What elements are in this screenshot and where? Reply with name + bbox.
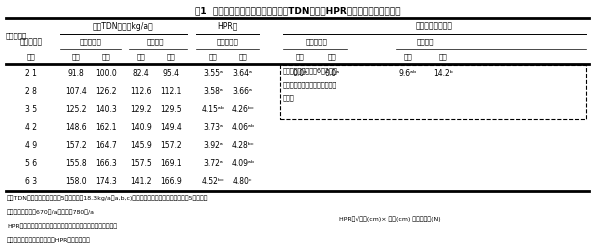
Text: 2 1: 2 1 [25, 69, 37, 78]
Text: 82.4: 82.4 [133, 69, 149, 78]
Text: セシリア: セシリア [147, 38, 165, 45]
Text: 112.1: 112.1 [160, 87, 181, 96]
Text: 4.52ᵇᶜ: 4.52ᵇᶜ [202, 177, 224, 186]
Text: 3.66ᵃ: 3.66ᵃ [233, 87, 253, 96]
Text: 166.9: 166.9 [160, 177, 181, 186]
Text: 標準: 標準 [72, 54, 80, 60]
Text: 95.4: 95.4 [162, 69, 179, 78]
Text: ゆめちから: ゆめちから [305, 38, 327, 45]
Text: 密植: 密植 [239, 54, 247, 60]
Text: 標準: 標準 [296, 54, 305, 60]
Text: 日数: 日数 [27, 54, 35, 60]
Text: 100.0: 100.0 [95, 69, 117, 78]
Text: 4.15ᵃᵇ: 4.15ᵃᵇ [202, 105, 224, 114]
Text: HPR＝√稈長(cm)× 穂高(cm) ／引倒し力(N): HPR＝√稈長(cm)× 穂高(cm) ／引倒し力(N) [339, 216, 441, 222]
Text: HPR値：耐倒伏性評価値，数値が小さいほど耐倒伏性が強い，: HPR値：耐倒伏性評価値，数値が小さいほど耐倒伏性が強い， [7, 224, 117, 229]
Text: 標準: 標準 [137, 54, 145, 60]
Text: ゆめちから: ゆめちから [80, 38, 102, 45]
Text: 169.1: 169.1 [160, 159, 181, 168]
Text: 9.6ᵃᵇ: 9.6ᵃᵇ [399, 69, 416, 78]
Text: 14.2ᵇ: 14.2ᵇ [433, 69, 453, 78]
Text: 「セシリア」は倒伏したためHPR値の調査なし: 「セシリア」は倒伏したためHPR値の調査なし [7, 238, 91, 243]
Text: 4.06ᵃᵇ: 4.06ᵃᵇ [231, 123, 255, 132]
Text: 密植: 密植 [102, 54, 110, 60]
Text: 密植: 密植 [439, 54, 447, 60]
Text: はなし: はなし [283, 94, 295, 101]
Text: 157.2: 157.2 [160, 141, 181, 150]
Text: 倒伏個体率（％）: 倒伏個体率（％） [416, 22, 453, 31]
Text: 3 5: 3 5 [25, 105, 37, 114]
Text: 129.5: 129.5 [160, 105, 181, 114]
Text: 3.58ᵃ: 3.58ᵃ [203, 87, 223, 96]
Text: 3.55ᵃ: 3.55ᵃ [203, 69, 223, 78]
Text: 4.28ᵇᶜ: 4.28ᵇᶜ [231, 141, 254, 150]
Text: に発生し調査した．以降の倒伏: に発生し調査した．以降の倒伏 [283, 81, 337, 88]
Text: 5 6: 5 6 [25, 159, 37, 168]
Text: 174.3: 174.3 [95, 177, 117, 186]
Text: 158.0: 158.0 [65, 177, 87, 186]
Text: 157.5: 157.5 [130, 159, 152, 168]
Text: セシリア: セシリア [416, 38, 434, 45]
Text: 標準: 標準 [403, 54, 412, 60]
Text: 推定TDN収量（kg/a）: 推定TDN収量（kg/a） [93, 22, 154, 31]
Text: 密植: 密植 [328, 54, 336, 60]
Text: 標準: 標準 [209, 54, 217, 60]
Text: 164.7: 164.7 [95, 141, 117, 150]
Text: 107.4: 107.4 [65, 87, 87, 96]
Text: 148.6: 148.6 [65, 123, 87, 132]
Text: 140.9: 140.9 [130, 123, 152, 132]
Text: 密植: 密植 [167, 54, 175, 60]
Text: 126.2: 126.2 [95, 87, 117, 96]
Text: 0.0ᵃ: 0.0ᵃ [293, 69, 308, 78]
Text: 157.2: 157.2 [65, 141, 87, 150]
Text: 125.2: 125.2 [65, 105, 87, 114]
Text: 表1  密植栽培での収穫日による推定TDN収量，HPR値の変化と倒伏個体率: 表1 密植栽培での収穫日による推定TDN収量，HPR値の変化と倒伏個体率 [195, 6, 400, 15]
Text: 112.6: 112.6 [130, 87, 152, 96]
Text: 3.64ᵃ: 3.64ᵃ [233, 69, 253, 78]
Text: 0.0ᵃ: 0.0ᵃ [324, 69, 340, 78]
Text: 4 9: 4 9 [25, 141, 37, 150]
Text: 162.1: 162.1 [95, 123, 117, 132]
Text: HPR値: HPR値 [217, 22, 238, 31]
Text: 4.26ᵇᶜ: 4.26ᵇᶜ [231, 105, 254, 114]
Text: 155.8: 155.8 [65, 159, 87, 168]
Text: 絹糸抽出後: 絹糸抽出後 [6, 32, 27, 39]
Text: 6 3: 6 3 [25, 177, 37, 186]
Text: 91.8: 91.8 [68, 69, 84, 78]
Text: 倒伏は節間伸長期（6月2日）: 倒伏は節間伸長期（6月2日） [283, 67, 337, 74]
Text: 2 8: 2 8 [25, 87, 37, 96]
Text: ゆめちから: ゆめちから [217, 38, 239, 45]
Text: 4.80ᶜ: 4.80ᶜ [233, 177, 252, 186]
Text: 166.3: 166.3 [95, 159, 117, 168]
Text: 140.3: 140.3 [95, 105, 117, 114]
Text: 推定TDN収量の最小有意差（5％水準）は18.3kg/a，a,b,c)各形質の異文字間で有意差あり（5％水準）: 推定TDN収量の最小有意差（5％水準）は18.3kg/a，a,b,c)各形質の異… [7, 196, 209, 201]
Text: 4.09ᵃᵇ: 4.09ᵃᵇ [231, 159, 255, 168]
Text: 栽植密度は標準が670本/a，密植が780本/a: 栽植密度は標準が670本/a，密植が780本/a [7, 210, 95, 215]
Text: 129.2: 129.2 [130, 105, 152, 114]
Text: 3.72ᵃ: 3.72ᵃ [203, 159, 223, 168]
Text: 4 2: 4 2 [25, 123, 37, 132]
Text: 141.2: 141.2 [130, 177, 152, 186]
Text: 3.92ᵃ: 3.92ᵃ [203, 141, 223, 150]
Text: ゆめちから: ゆめちから [20, 37, 42, 46]
Text: 149.4: 149.4 [160, 123, 181, 132]
Text: 145.9: 145.9 [130, 141, 152, 150]
Text: 3.73ᵃ: 3.73ᵃ [203, 123, 223, 132]
